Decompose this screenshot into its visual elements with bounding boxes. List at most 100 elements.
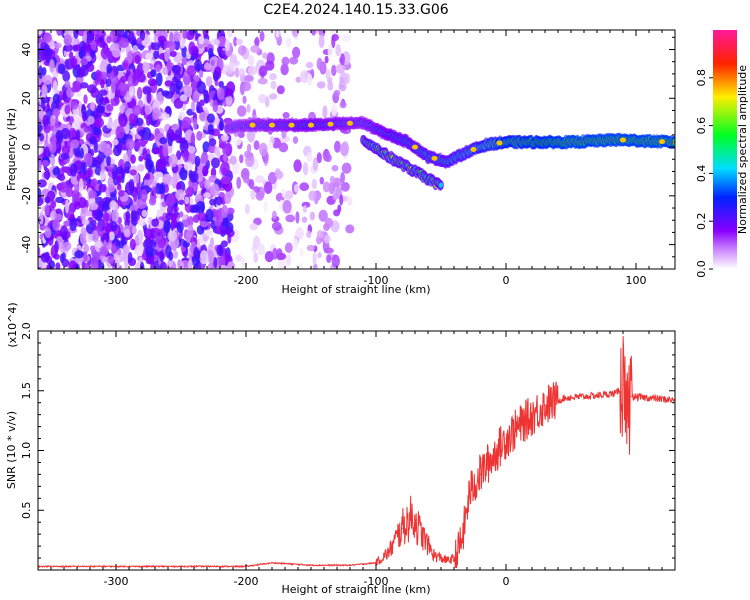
snr-point xyxy=(456,557,458,559)
noise-mark xyxy=(182,58,188,66)
noise-mark xyxy=(150,42,160,51)
spectrogram-y-ticks: -40 -20 0 20 40 xyxy=(20,36,675,270)
noise-mark xyxy=(221,175,231,185)
noise-mark xyxy=(105,50,113,58)
noise-mark xyxy=(210,38,220,46)
noise-mark xyxy=(264,251,274,263)
noise-mark xyxy=(100,162,105,174)
noise-mark xyxy=(263,201,268,213)
noise-mark xyxy=(92,210,100,217)
noise-mark xyxy=(340,182,350,192)
noise-mark xyxy=(117,30,125,38)
spectrogram-x-axis-label: Height of straight line (km) xyxy=(281,283,430,296)
noise-mark xyxy=(307,73,313,86)
noise-mark xyxy=(184,188,193,196)
noise-mark xyxy=(327,81,334,91)
noise-mark xyxy=(61,166,66,173)
noise-mark xyxy=(129,169,137,176)
noise-mark xyxy=(43,44,51,57)
noise-mark xyxy=(328,182,336,195)
noise-mark xyxy=(183,161,193,171)
noise-mark xyxy=(339,142,349,156)
noise-mark xyxy=(163,219,171,234)
x-tick-label: 0 xyxy=(503,575,510,588)
noise-mark xyxy=(120,168,127,175)
noise-mark xyxy=(193,93,199,101)
noise-mark xyxy=(242,95,247,104)
signal-mark xyxy=(620,137,626,143)
noise-mark xyxy=(220,134,229,142)
signal-mark xyxy=(347,120,353,126)
noise-mark xyxy=(324,217,334,228)
noise-mark xyxy=(83,251,88,263)
noise-mark xyxy=(237,105,247,117)
noise-mark xyxy=(43,170,51,180)
noise-mark xyxy=(166,58,172,72)
noise-mark xyxy=(124,181,135,196)
noise-mark xyxy=(210,59,215,67)
noise-mark xyxy=(258,65,268,77)
noise-mark xyxy=(107,255,115,264)
noise-mark xyxy=(278,142,289,153)
noise-mark xyxy=(187,145,196,154)
noise-mark xyxy=(239,154,244,164)
noise-mark xyxy=(253,252,259,264)
noise-mark xyxy=(161,112,170,121)
noise-mark xyxy=(205,208,214,222)
noise-mark xyxy=(213,257,218,269)
snr-point xyxy=(349,564,351,566)
snr-point xyxy=(492,455,494,458)
noise-mark xyxy=(202,165,209,177)
noise-mark xyxy=(312,157,318,171)
noise-mark xyxy=(64,80,71,88)
noise-mark xyxy=(38,196,44,207)
noise-mark xyxy=(226,30,233,39)
noise-mark xyxy=(292,46,301,59)
noise-mark xyxy=(169,50,177,58)
noise-mark xyxy=(198,211,207,222)
noise-mark xyxy=(111,80,116,94)
noise-mark xyxy=(38,179,47,188)
noise-mark xyxy=(183,84,193,98)
noise-mark xyxy=(107,166,113,177)
noise-mark xyxy=(188,216,194,227)
noise-mark xyxy=(116,175,122,183)
noise-mark xyxy=(136,86,143,100)
noise-mark xyxy=(198,111,209,122)
noise-mark xyxy=(56,30,63,36)
noise-mark xyxy=(191,49,197,57)
snr-panel: -300 -200 -100 0 0.5 1.0 1.5 2.0 Height of str… xyxy=(5,302,676,596)
noise-mark xyxy=(110,221,118,232)
noise-mark xyxy=(162,66,169,75)
noise-mark xyxy=(299,262,304,269)
noise-mark xyxy=(79,232,87,245)
noise-mark xyxy=(201,151,209,164)
noise-mark xyxy=(264,181,273,194)
noise-mark xyxy=(215,208,222,216)
snr-point xyxy=(462,533,464,535)
noise-mark xyxy=(78,178,84,192)
noise-mark xyxy=(264,60,275,71)
noise-mark xyxy=(339,72,348,86)
noise-mark xyxy=(198,234,204,245)
noise-mark xyxy=(202,30,209,38)
x-tick-label: 0 xyxy=(503,274,510,287)
noise-mark xyxy=(173,31,181,42)
snr-x-axis-label: Height of straight line (km) xyxy=(281,583,430,596)
noise-mark xyxy=(162,173,172,185)
noise-mark xyxy=(150,69,157,78)
noise-mark xyxy=(144,172,151,180)
snr-point xyxy=(469,491,471,493)
noise-mark xyxy=(249,223,258,231)
noise-mark xyxy=(83,94,88,104)
noise-mark xyxy=(189,170,199,183)
noise-mark xyxy=(62,241,72,251)
noise-mark xyxy=(221,227,230,235)
noise-mark xyxy=(324,55,329,64)
noise-mark xyxy=(50,153,56,167)
noise-mark xyxy=(69,217,77,232)
signal-mark xyxy=(439,182,443,188)
noise-mark xyxy=(38,144,44,155)
noise-mark xyxy=(229,155,237,165)
